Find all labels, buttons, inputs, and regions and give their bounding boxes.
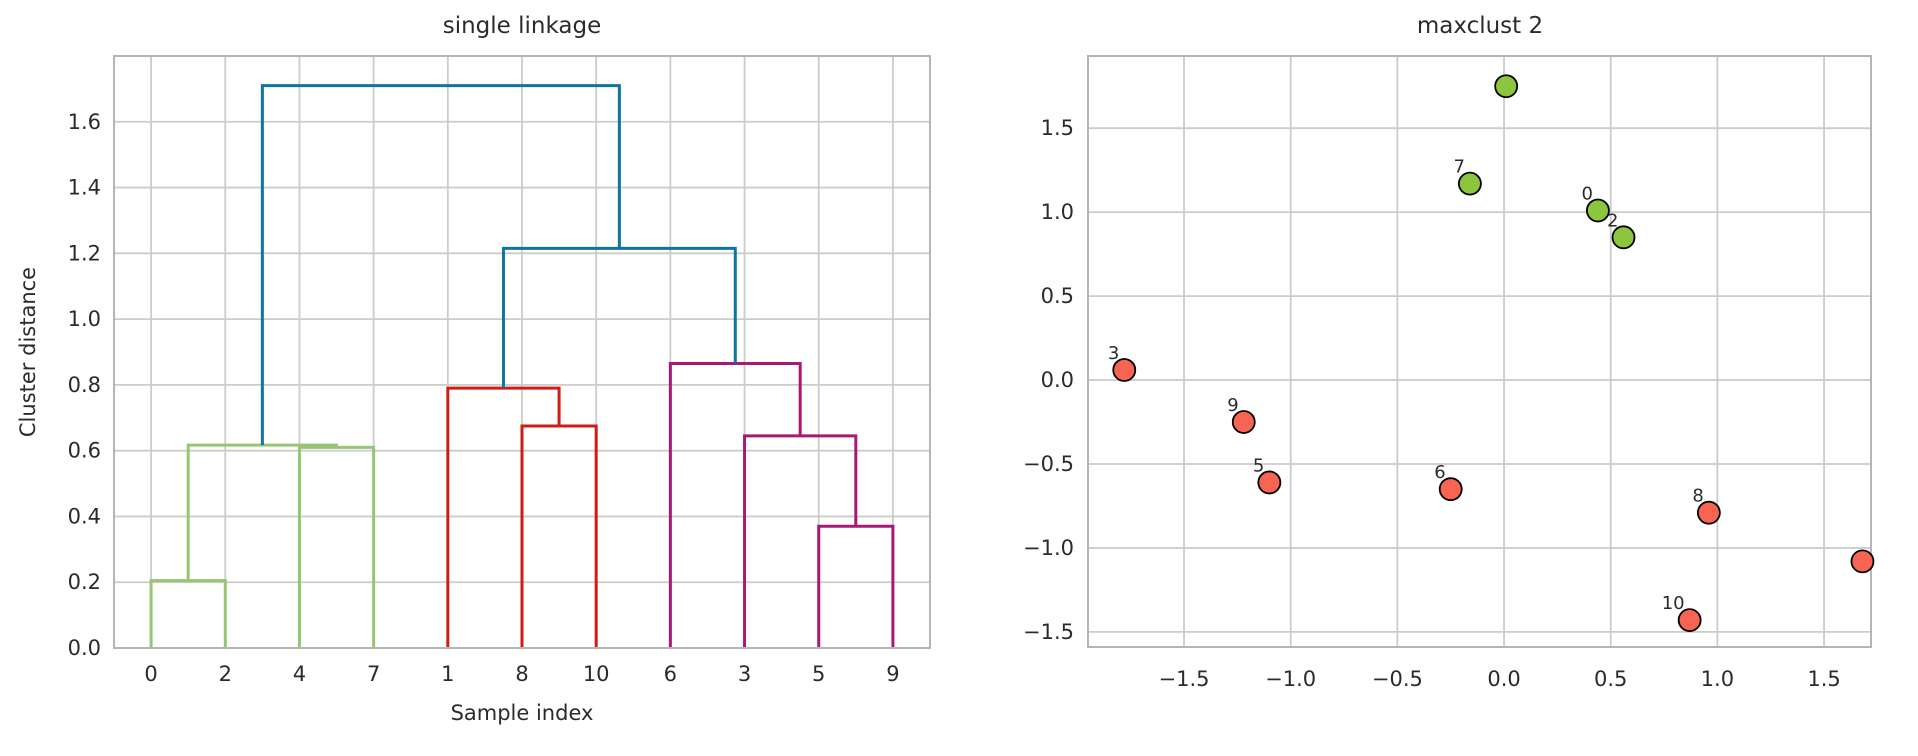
point-label: 10 — [1662, 593, 1685, 614]
y-tick-label: 1.4 — [68, 176, 101, 200]
x-tick-label: 5 — [812, 662, 825, 686]
x-tick-label: −1.0 — [1265, 667, 1316, 691]
x-tick-label: 3 — [738, 662, 751, 686]
dendrogram-axes-border — [113, 55, 931, 649]
left-plot-title: single linkage — [442, 13, 602, 39]
y-tick-label: 0.6 — [68, 439, 101, 463]
x-tick-label: 10 — [583, 662, 610, 686]
x-tick-label: 0 — [144, 662, 157, 686]
scatter-point — [1494, 74, 1519, 99]
scatter-point — [1112, 358, 1137, 382]
dendrogram-link-blue — [260, 84, 621, 446]
y-tick-label: 0.2 — [68, 570, 101, 594]
x-tick-label: 4 — [293, 662, 306, 686]
dendrogram-tick-labels: 0 2 4 7 1 8 10 6 3 5 9 0.0 0.2 0.4 0.6 0.8 1.0 1.2 1.4 1.6 — [68, 110, 900, 686]
dendrogram-link-green — [186, 443, 339, 581]
scatter-point — [1611, 225, 1636, 250]
y-tick-label: 0.5 — [1041, 284, 1074, 308]
scatter-point — [1231, 410, 1256, 434]
scatter-plot: 7 02 3 9 5 6 8 10 −1.5 −1.0 −0.5 0.0 0.5 1.0 1.5 1.5 1.0… — [1023, 55, 1875, 691]
point-label: 3 — [1108, 343, 1119, 364]
x-tick-label: 2 — [219, 662, 232, 686]
scatter-points: 7 02 3 9 5 6 8 10 — [1108, 74, 1875, 633]
point-label: 9 — [1227, 395, 1238, 416]
y-tick-label: 0.0 — [68, 636, 101, 660]
y-tick-label: 1.2 — [68, 241, 101, 265]
point-label: 5 — [1253, 455, 1264, 476]
x-tick-label: 9 — [886, 662, 899, 686]
dendrogram-link-green — [297, 445, 376, 648]
scatter-tick-labels: −1.5 −1.0 −0.5 0.0 0.5 1.0 1.5 1.5 1.0 0.5 0.0 −0.5… — [1023, 116, 1841, 691]
dendrogram-link-green — [149, 579, 227, 648]
dendrogram-plot: 0 2 4 7 1 8 10 6 3 5 9 0.0 0.2 0.4 0.6 0.8 1.0 1.2 1.4 1.6 — [68, 55, 931, 686]
right-plot-title: maxclust 2 — [1416, 13, 1544, 39]
point-label: 0 — [1581, 183, 1592, 204]
x-tick-label: 6 — [664, 662, 677, 686]
dendrogram-link-red — [520, 424, 598, 648]
dendrogram-link-magenta — [817, 524, 895, 648]
scatter-point — [1696, 500, 1721, 525]
x-tick-label: 1 — [441, 662, 454, 686]
x-tick-label: 1.5 — [1807, 667, 1840, 691]
y-tick-label: 1.0 — [68, 307, 101, 331]
y-tick-label: 0.4 — [68, 504, 101, 528]
scatter-point — [1457, 171, 1482, 196]
scatter-axes-border — [1087, 55, 1872, 648]
x-tick-label: 7 — [367, 662, 380, 686]
y-tick-label: 1.5 — [1041, 116, 1074, 140]
y-tick-label: 1.0 — [1041, 200, 1074, 224]
point-label: 6 — [1434, 462, 1445, 483]
dendrogram-links — [149, 84, 895, 648]
x-tick-label: −0.5 — [1372, 667, 1423, 691]
dendrogram-link-magenta — [668, 362, 802, 648]
y-tick-label: 0.8 — [68, 373, 101, 397]
x-tick-label: −1.5 — [1159, 667, 1210, 691]
scatter-grid — [1088, 56, 1871, 647]
dendrogram-link-red — [446, 386, 561, 648]
point-label: 2 — [1607, 210, 1618, 231]
x-tick-label: 8 — [515, 662, 528, 686]
x-tick-label: 0.0 — [1487, 667, 1520, 691]
dendrogram-link-magenta — [743, 434, 858, 648]
y-tick-label: −1.0 — [1023, 536, 1074, 560]
point-label: 8 — [1692, 486, 1703, 507]
x-tick-label: 0.5 — [1594, 667, 1627, 691]
y-tick-label: −0.5 — [1023, 452, 1074, 476]
point-label: 7 — [1453, 157, 1464, 178]
y-tick-label: 0.0 — [1041, 368, 1074, 392]
y-tick-label: 1.6 — [68, 110, 101, 134]
scatter-point — [1438, 477, 1463, 502]
scatter-point — [1586, 198, 1610, 223]
y-tick-label: −1.5 — [1023, 620, 1074, 644]
scatter-point — [1850, 549, 1875, 574]
left-plot-ylabel: Cluster distance — [16, 266, 40, 438]
scatter-point — [1677, 608, 1702, 633]
left-plot-xlabel: Sample index — [450, 701, 594, 725]
x-tick-label: 1.0 — [1701, 667, 1734, 691]
scatter-point — [1257, 470, 1282, 495]
